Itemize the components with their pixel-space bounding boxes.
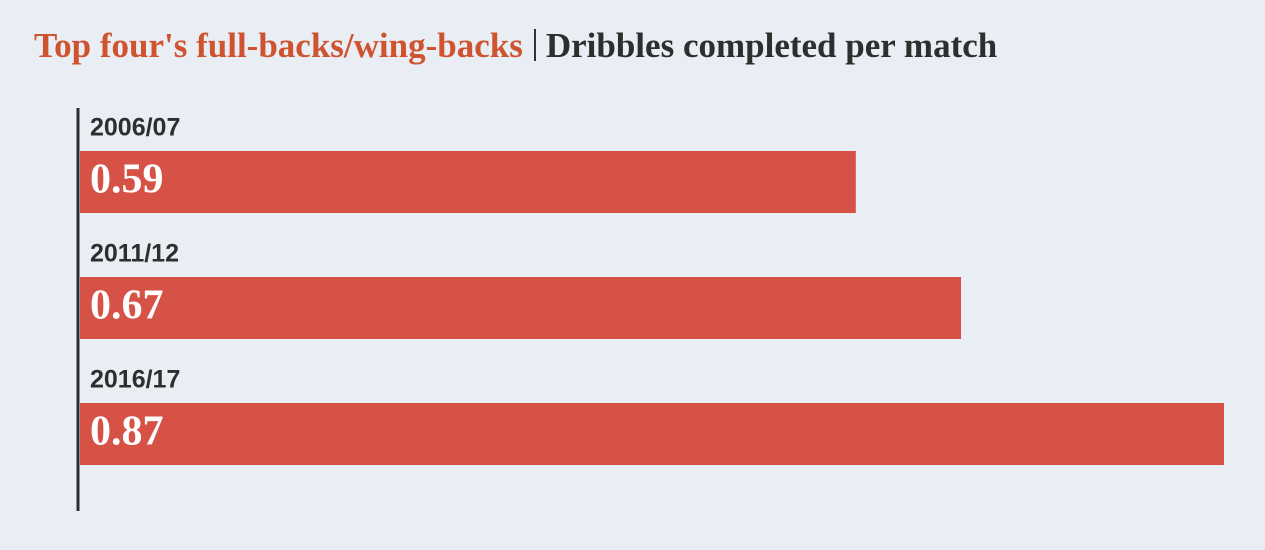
bar bbox=[80, 151, 856, 213]
chart-subtitle: Dribbles completed per match bbox=[545, 26, 998, 65]
title-row: Top four's full-backs/wing-backs Dribbles… bbox=[34, 26, 997, 66]
title-separator bbox=[533, 29, 536, 61]
bar bbox=[80, 277, 962, 339]
value-label: 0.59 bbox=[90, 157, 164, 203]
value-label: 0.87 bbox=[90, 409, 164, 455]
category-label: 2006/07 bbox=[90, 114, 180, 142]
category-label: 2011/12 bbox=[90, 240, 179, 268]
bar bbox=[80, 403, 1224, 465]
chart-title: Top four's full-backs/wing-backs bbox=[34, 26, 523, 65]
category-label: 2016/17 bbox=[90, 366, 180, 394]
value-label: 0.67 bbox=[90, 283, 164, 329]
